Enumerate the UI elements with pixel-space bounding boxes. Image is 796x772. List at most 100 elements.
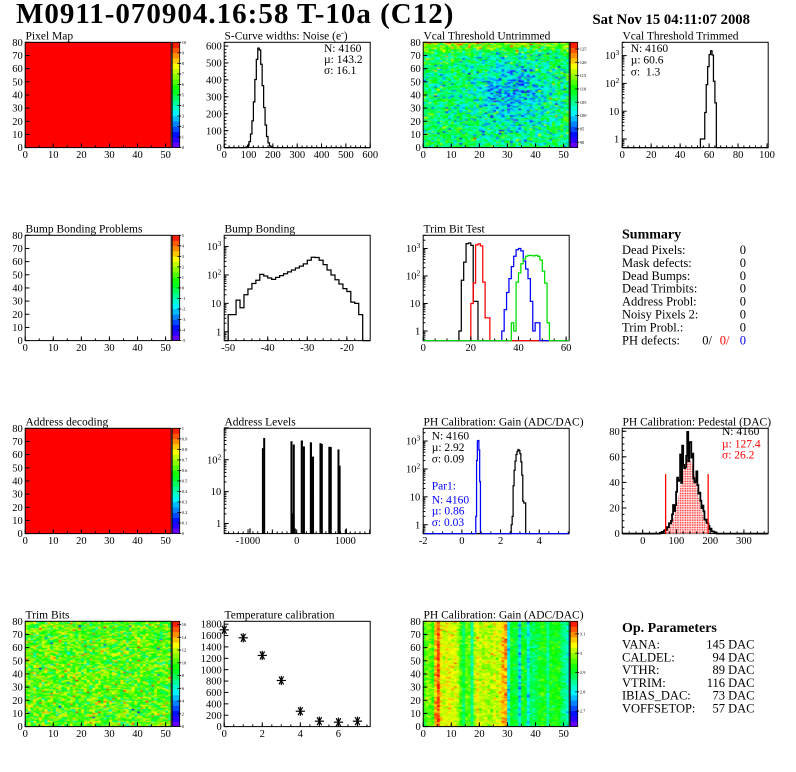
svg-text:0: 0 bbox=[23, 343, 28, 354]
svg-text:Bump Bonding: Bump Bonding bbox=[225, 223, 296, 235]
svg-text:2: 2 bbox=[498, 536, 503, 547]
svg-text:Vcal Threshold Trimmed: Vcal Threshold Trimmed bbox=[623, 30, 739, 42]
svg-text:500: 500 bbox=[338, 150, 354, 161]
svg-text:-30: -30 bbox=[300, 343, 314, 354]
svg-text:50: 50 bbox=[12, 463, 23, 474]
svg-text:80: 80 bbox=[12, 617, 23, 628]
svg-text:Noisy Pixels 2:: Noisy Pixels 2: bbox=[622, 308, 698, 322]
svg-text:N: 4160: N: 4160 bbox=[432, 431, 470, 443]
svg-text:10: 10 bbox=[410, 709, 421, 720]
svg-text:1: 1 bbox=[415, 520, 420, 531]
svg-text:73 DAC: 73 DAC bbox=[712, 689, 754, 703]
svg-text:0: 0 bbox=[216, 722, 221, 733]
svg-text:0/: 0/ bbox=[702, 333, 712, 347]
svg-text:20: 20 bbox=[76, 343, 87, 354]
svg-text:60: 60 bbox=[609, 452, 620, 463]
svg-text:0: 0 bbox=[740, 320, 746, 334]
svg-text:80: 80 bbox=[410, 38, 421, 49]
svg-text:0: 0 bbox=[222, 150, 227, 161]
svg-text:70: 70 bbox=[12, 244, 23, 255]
svg-text:200: 200 bbox=[265, 150, 281, 161]
svg-text:30: 30 bbox=[104, 343, 115, 354]
svg-text:100: 100 bbox=[206, 126, 222, 137]
svg-text:0: 0 bbox=[620, 150, 625, 161]
svg-text:0: 0 bbox=[740, 333, 746, 347]
svg-text:120: 120 bbox=[580, 60, 588, 65]
svg-text:N: 4160: N: 4160 bbox=[722, 426, 760, 438]
svg-text:-5: -5 bbox=[182, 338, 186, 343]
svg-text:2: 2 bbox=[182, 711, 184, 716]
svg-text:0: 0 bbox=[740, 295, 746, 309]
svg-text:20: 20 bbox=[474, 729, 485, 740]
svg-text:89 DAC: 89 DAC bbox=[712, 663, 754, 677]
svg-text:8: 8 bbox=[182, 673, 185, 678]
svg-text:Par1:: Par1: bbox=[432, 481, 456, 493]
svg-text:100: 100 bbox=[669, 536, 685, 547]
svg-text:0.9: 0.9 bbox=[182, 436, 188, 441]
svg-text:0.5: 0.5 bbox=[182, 479, 188, 484]
svg-text:30: 30 bbox=[104, 150, 115, 161]
svg-text:10: 10 bbox=[410, 130, 421, 141]
svg-text:400: 400 bbox=[206, 699, 222, 710]
svg-text:0: 0 bbox=[459, 536, 464, 547]
svg-text:0: 0 bbox=[23, 150, 28, 161]
svg-text:0.1: 0.1 bbox=[182, 521, 188, 526]
svg-text:0: 0 bbox=[294, 536, 299, 547]
svg-text:50: 50 bbox=[160, 150, 171, 161]
svg-text:10: 10 bbox=[48, 536, 59, 547]
svg-text:-3: -3 bbox=[182, 317, 186, 322]
svg-text:Dead Bumps:: Dead Bumps: bbox=[622, 269, 690, 283]
svg-text:10: 10 bbox=[182, 40, 187, 45]
svg-text:105: 105 bbox=[580, 100, 588, 105]
svg-text:1600: 1600 bbox=[201, 631, 222, 642]
svg-text:40: 40 bbox=[132, 343, 143, 354]
svg-text:1: 1 bbox=[216, 519, 221, 530]
svg-text:40: 40 bbox=[675, 150, 686, 161]
svg-text:2.9: 2.9 bbox=[580, 670, 586, 675]
svg-text:10: 10 bbox=[410, 493, 421, 504]
svg-text:100: 100 bbox=[759, 150, 775, 161]
svg-text:40: 40 bbox=[530, 150, 541, 161]
svg-text:20: 20 bbox=[76, 729, 87, 740]
svg-text:0: 0 bbox=[421, 343, 426, 354]
svg-text:σ: 1.3: σ: 1.3 bbox=[631, 67, 661, 79]
svg-text:0: 0 bbox=[17, 143, 22, 154]
svg-text:102: 102 bbox=[406, 462, 421, 476]
svg-text:-2: -2 bbox=[182, 307, 186, 312]
svg-text:20: 20 bbox=[646, 150, 657, 161]
svg-text:5: 5 bbox=[182, 93, 185, 98]
svg-text:Address Levels: Address Levels bbox=[225, 416, 297, 428]
svg-text:50: 50 bbox=[12, 270, 23, 281]
svg-text:3: 3 bbox=[182, 114, 185, 119]
svg-text:PH Calibration: Gain (ADC/DAC): PH Calibration: Gain (ADC/DAC) bbox=[424, 416, 584, 428]
svg-text:40: 40 bbox=[12, 91, 23, 102]
svg-text:40: 40 bbox=[530, 729, 541, 740]
svg-text:10: 10 bbox=[410, 299, 421, 310]
svg-text:VOFFSETOP:: VOFFSETOP: bbox=[622, 702, 695, 716]
svg-text:Trim Bits: Trim Bits bbox=[26, 609, 71, 621]
svg-text:1: 1 bbox=[415, 327, 420, 338]
svg-text:30: 30 bbox=[12, 104, 23, 115]
svg-text:2.8: 2.8 bbox=[580, 689, 586, 694]
svg-text:0.8: 0.8 bbox=[182, 447, 188, 452]
svg-text:60: 60 bbox=[12, 450, 23, 461]
svg-text:6: 6 bbox=[182, 686, 185, 691]
svg-text:3.1: 3.1 bbox=[580, 632, 586, 637]
svg-text:0.7: 0.7 bbox=[182, 458, 188, 463]
svg-text:60: 60 bbox=[410, 643, 421, 654]
svg-text:200: 200 bbox=[206, 711, 222, 722]
svg-text:0: 0 bbox=[216, 143, 221, 154]
svg-text:40: 40 bbox=[609, 478, 620, 489]
svg-text:Pixel Map: Pixel Map bbox=[26, 30, 74, 42]
svg-text:100: 100 bbox=[241, 150, 257, 161]
svg-text:20: 20 bbox=[12, 310, 23, 321]
svg-text:30: 30 bbox=[502, 150, 513, 161]
svg-text:60: 60 bbox=[561, 343, 572, 354]
svg-text:20: 20 bbox=[76, 150, 87, 161]
svg-text:20: 20 bbox=[474, 150, 485, 161]
svg-text:0: 0 bbox=[421, 150, 426, 161]
svg-text:600: 600 bbox=[206, 688, 222, 699]
svg-text:30: 30 bbox=[12, 297, 23, 308]
svg-text:600: 600 bbox=[206, 42, 222, 53]
svg-text:50: 50 bbox=[160, 536, 171, 547]
